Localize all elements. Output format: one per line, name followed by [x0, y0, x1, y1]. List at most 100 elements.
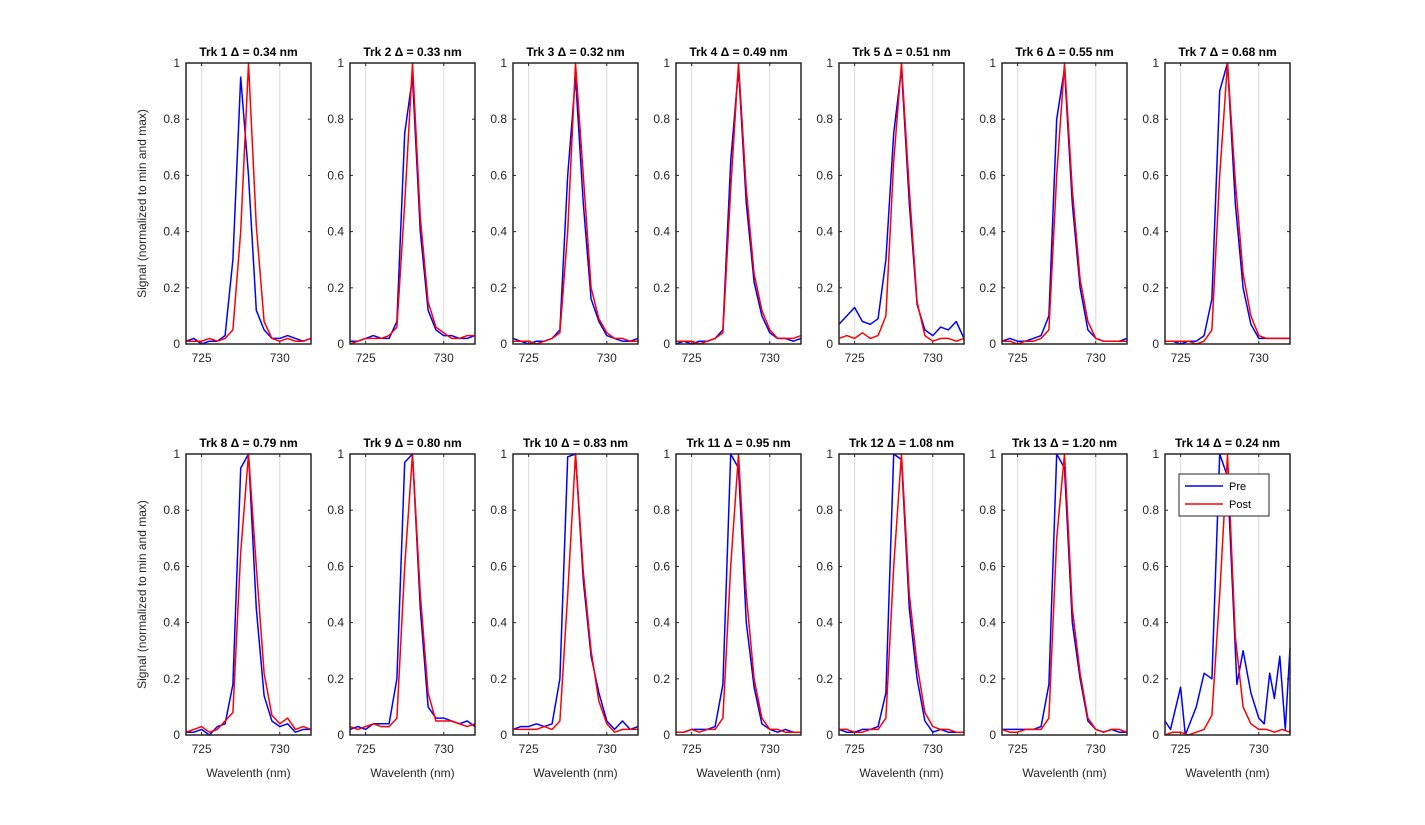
- series-line-pre: [676, 453, 801, 733]
- subplot-11: Trk 11 Δ = 0.95 nm 0 0.2 0.4 0.6 0.8 1 725 730 Wa…: [653, 436, 802, 780]
- plot-area: [350, 63, 475, 344]
- y-tick-label: 1: [500, 447, 507, 461]
- series-line-pre: [185, 76, 312, 345]
- y-tick-label: 0.6: [816, 559, 833, 573]
- y-tick-label: 0.4: [327, 616, 344, 630]
- y-tick-label: 1: [826, 447, 833, 461]
- x-tick-label: 730: [434, 742, 454, 756]
- y-tick-label: 0.2: [490, 281, 507, 295]
- y-tick-label: 0.6: [163, 559, 180, 573]
- subplot-title: Trk 1 Δ = 0.34 nm: [199, 45, 297, 59]
- y-tick-label: 0.8: [1142, 503, 1159, 517]
- subplot-1: Trk 1 Δ = 0.34 nm 0 0.2 0.4 0.6 0.8 1 725 730 Sig…: [135, 45, 312, 365]
- y-tick-label: 0: [337, 728, 344, 742]
- y-tick-label: 0.2: [327, 281, 344, 295]
- y-tick-label: 0.2: [163, 281, 180, 295]
- x-tick-label: 725: [1008, 742, 1028, 756]
- x-tick-label: 725: [845, 742, 865, 756]
- x-tick-label: 730: [923, 351, 943, 365]
- axes-box: [512, 62, 639, 345]
- subplot-4: Trk 4 Δ = 0.49 nm 0 0.2 0.4 0.6 0.8 1 725 730: [653, 45, 802, 365]
- y-tick-label: 0.6: [979, 559, 996, 573]
- subplot-7: Trk 7 Δ = 0.68 nm 0 0.2 0.4 0.6 0.8 1 725 730: [1142, 45, 1291, 365]
- axes-box: [675, 453, 802, 736]
- x-tick-label: 725: [519, 742, 539, 756]
- legend-box: [1178, 473, 1270, 517]
- y-tick-label: 0.8: [653, 112, 670, 126]
- y-tick-label: 0.2: [816, 281, 833, 295]
- subplot-title: Trk 2 Δ = 0.33 nm: [363, 45, 461, 59]
- y-tick-label: 0: [989, 728, 996, 742]
- subplot-13: Trk 13 Δ = 1.20 nm 0 0.2 0.4 0.6 0.8 1 725 730 Wa…: [979, 436, 1128, 780]
- y-tick-label: 0.6: [490, 559, 507, 573]
- y-tick-label: 1: [1152, 56, 1159, 70]
- y-tick-label: 0.4: [490, 225, 507, 239]
- y-tick-label: 1: [663, 447, 670, 461]
- subplot-title: Trk 3 Δ = 0.32 nm: [526, 45, 624, 59]
- axes-box: [185, 453, 312, 736]
- plot-area: [676, 454, 801, 735]
- x-axis-label: Wavelenth (nm): [859, 766, 943, 780]
- y-tick-label: 1: [173, 56, 180, 70]
- y-tick-label: 0: [173, 337, 180, 351]
- y-tick-label: 0.2: [1142, 281, 1159, 295]
- y-tick-label: 0.4: [163, 225, 180, 239]
- subplot-title: Trk 10 Δ = 0.83 nm: [523, 436, 628, 450]
- y-tick-label: 0.8: [1142, 112, 1159, 126]
- y-tick-label: 1: [337, 447, 344, 461]
- x-axis-label: Wavelenth (nm): [533, 766, 617, 780]
- plot-area: [1165, 63, 1290, 344]
- x-axis-label: Wavelenth (nm): [696, 766, 780, 780]
- subplot-title: Trk 13 Δ = 1.20 nm: [1012, 436, 1117, 450]
- y-tick-label: 0.8: [816, 112, 833, 126]
- y-tick-label: 0: [173, 728, 180, 742]
- axes-box: [185, 62, 312, 345]
- subplot-5: Trk 5 Δ = 0.51 nm 0 0.2 0.4 0.6 0.8 1 725 730: [816, 45, 965, 365]
- y-tick-label: 0: [1152, 337, 1159, 351]
- axes-box: [675, 62, 802, 345]
- x-tick-label: 730: [597, 742, 617, 756]
- plot-area: [676, 63, 801, 344]
- y-tick-label: 1: [173, 447, 180, 461]
- plot-area: [186, 63, 311, 344]
- y-tick-label: 0: [989, 337, 996, 351]
- subplot-8: Trk 8 Δ = 0.79 nm 0 0.2 0.4 0.6 0.8 1 725 730 Wav…: [135, 436, 312, 780]
- y-tick-label: 0.8: [979, 503, 996, 517]
- y-tick-label: 0.2: [653, 672, 670, 686]
- y-tick-label: 0: [500, 728, 507, 742]
- x-tick-label: 730: [923, 742, 943, 756]
- x-axis-label: Wavelenth (nm): [370, 766, 454, 780]
- y-tick-label: 0.6: [1142, 559, 1159, 573]
- x-tick-label: 730: [270, 742, 290, 756]
- axes-box: [838, 453, 965, 736]
- y-tick-label: 0: [826, 337, 833, 351]
- axes-box: [838, 62, 965, 345]
- plot-area: [513, 63, 638, 344]
- axes-box: [349, 62, 476, 345]
- axes-box: [1001, 453, 1128, 736]
- x-axis-label: Wavelenth (nm): [206, 766, 290, 780]
- y-tick-label: 0.8: [163, 503, 180, 517]
- y-tick-label: 0.8: [163, 112, 180, 126]
- subplot-6: Trk 6 Δ = 0.55 nm 0 0.2 0.4 0.6 0.8 1 725 730: [979, 45, 1128, 365]
- y-tick-label: 0.2: [490, 672, 507, 686]
- y-tick-label: 0.6: [979, 168, 996, 182]
- x-tick-label: 730: [1086, 351, 1106, 365]
- y-tick-label: 0: [663, 728, 670, 742]
- y-tick-label: 0.6: [816, 168, 833, 182]
- y-tick-label: 0.6: [1142, 168, 1159, 182]
- y-tick-label: 0: [1152, 728, 1159, 742]
- y-tick-label: 1: [1152, 447, 1159, 461]
- x-tick-label: 725: [1008, 351, 1028, 365]
- subplot-title: Trk 7 Δ = 0.68 nm: [1178, 45, 1276, 59]
- y-tick-label: 0.4: [816, 225, 833, 239]
- x-tick-label: 730: [270, 351, 290, 365]
- subplot-title: Trk 9 Δ = 0.80 nm: [363, 436, 461, 450]
- subplot-title: Trk 4 Δ = 0.49 nm: [689, 45, 787, 59]
- y-tick-label: 0: [500, 337, 507, 351]
- y-axis-label: Signal (normalized to min and max): [135, 500, 149, 689]
- y-tick-label: 0.6: [653, 168, 670, 182]
- x-tick-label: 730: [597, 351, 617, 365]
- y-tick-label: 0.4: [1142, 616, 1159, 630]
